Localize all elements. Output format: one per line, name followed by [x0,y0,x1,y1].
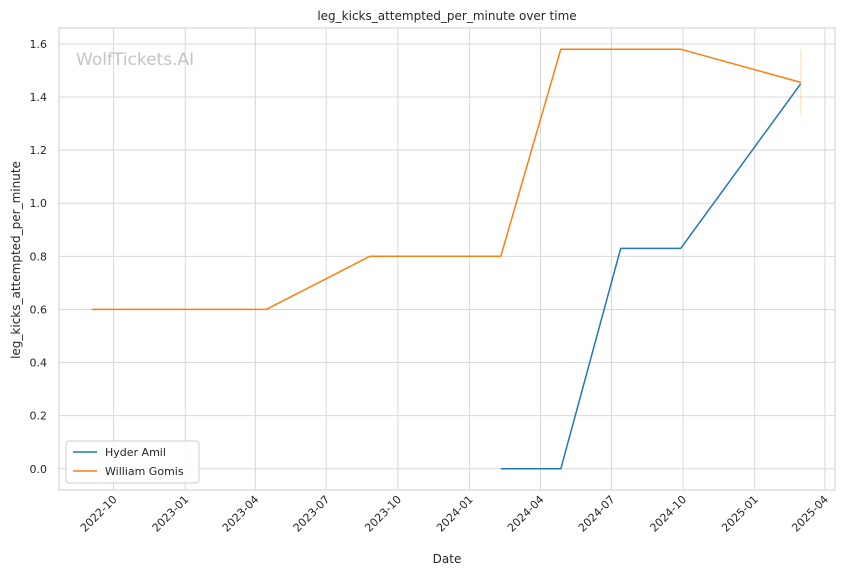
x-tick-label: 2024-10 [647,493,689,535]
x-tick-label: 2024-07 [576,493,618,535]
y-tick-label: 0.8 [30,250,48,263]
y-tick-label: 0.0 [30,463,48,476]
plot-area [58,27,836,491]
y-tick-label: 0.6 [30,303,48,316]
y-tick-labels: 0.0 0.2 0.4 0.6 0.8 1.0 1.2 1.4 1.6 [30,38,48,476]
series-layer [91,48,802,470]
x-tick-label: 2023-01 [150,493,192,535]
x-tick-labels: 2022-10 2023-01 2023-04 2023-07 2023-10 2024-… [78,493,831,535]
y-tick-label: 1.4 [30,91,48,104]
y-tick-label: 0.4 [30,357,48,370]
y-gridlines [59,43,835,470]
chart-title: leg_kicks_attempted_per_minute over time [317,9,576,23]
legend-box [65,440,200,484]
x-tick-label: 2024-01 [434,493,476,535]
series-line-william-gomis [91,48,801,311]
y-tick-label: 0.2 [30,410,48,423]
x-gridlines [113,28,826,490]
y-tick-label: 1.6 [30,38,48,51]
legend-label-william-gomis: William Gomis [105,465,184,478]
x-tick-label: 2023-04 [220,493,262,535]
x-tick-label: 2022-10 [78,493,120,535]
x-tick-label: 2023-10 [362,493,404,535]
x-axis-label: Date [433,552,462,566]
y-axis-label: leg_kicks_attempted_per_minute [9,161,23,359]
x-tick-label: 2024-04 [505,493,547,535]
watermark: WolfTickets.AI [76,50,194,70]
x-tick-label: 2025-01 [719,493,761,535]
series-line-hyder-amil [500,83,802,470]
legend: Hyder Amil William Gomis [65,440,200,484]
legend-label-hyder-amil: Hyder Amil [105,446,166,459]
y-tick-label: 1.2 [30,144,48,157]
y-tick-label: 1.0 [30,197,48,210]
x-tick-label: 2023-07 [291,493,333,535]
x-tick-label: 2025-04 [789,493,831,535]
